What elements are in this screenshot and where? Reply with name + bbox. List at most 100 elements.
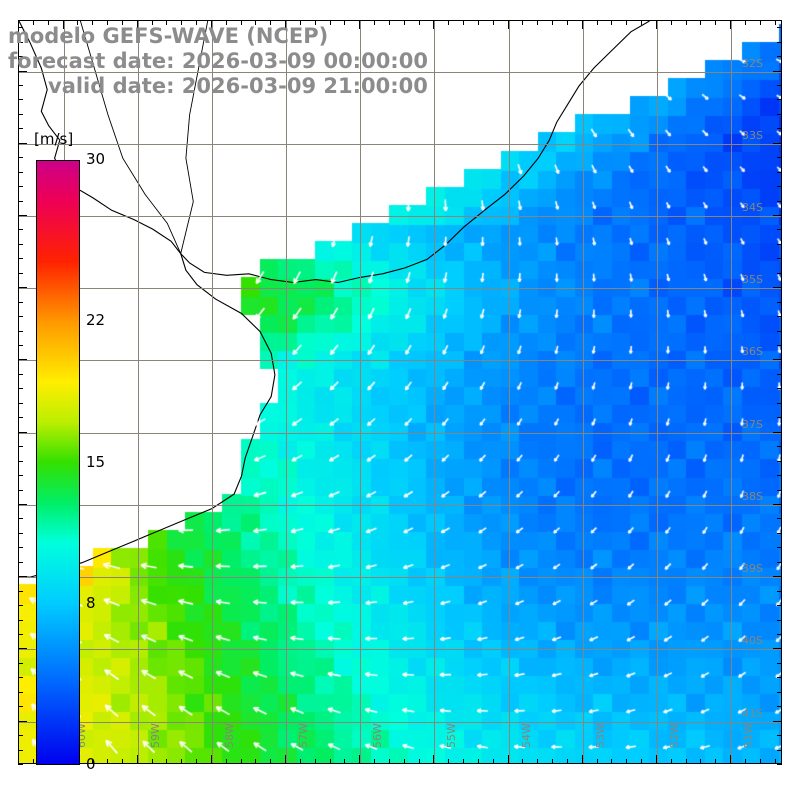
tick-mark [419,759,420,764]
tick-mark [92,759,93,764]
tick-mark [18,56,23,57]
tick-mark [777,244,782,245]
tick-mark [359,755,360,764]
gridline-lat [19,360,781,361]
tick-mark [508,755,509,764]
tick-mark [777,605,782,606]
tick-mark [18,229,23,230]
tick-mark [597,20,598,25]
tick-mark [241,759,242,764]
tick-mark [18,533,23,534]
lat-label-34S: 34S [742,201,763,215]
colorbar-tick-15: 15 [86,452,106,471]
tick-mark [777,258,782,259]
tick-mark [18,432,27,433]
tick-mark [18,461,23,462]
tick-mark [656,755,657,764]
tick-mark [137,755,138,764]
tick-mark [777,157,782,158]
tick-mark [18,273,23,274]
header-model-line: modelo GEFS-WAVE (NCEP) [8,24,329,48]
tick-mark [760,20,761,25]
tick-mark [344,20,345,25]
tick-mark [330,759,331,764]
tick-mark [18,677,23,678]
tick-mark [166,20,167,25]
tick-mark [641,20,642,25]
tick-mark [18,85,23,86]
lat-label-35S: 35S [742,273,763,287]
tick-mark [152,20,153,25]
lon-label-56W: 56W [371,723,385,748]
tick-mark [18,114,23,115]
tick-mark [18,562,23,563]
header-forecast-date-line: forecast date: 2026-03-09 00:00:00 [8,49,428,73]
tick-mark [745,759,746,764]
tick-mark [18,663,23,664]
tick-mark [671,20,672,25]
tick-mark [18,750,23,751]
tick-mark [777,735,782,736]
tick-mark [777,490,782,491]
tick-mark [18,27,23,28]
tick-mark [255,20,256,25]
tick-mark [777,201,782,202]
tick-mark [18,446,23,447]
tick-mark [152,759,153,764]
lat-label-36S: 36S [742,345,763,359]
tick-mark [374,759,375,764]
tick-mark [777,316,782,317]
tick-mark [181,759,182,764]
tick-mark [18,71,27,72]
lon-label-58W: 58W [222,723,236,748]
gridline-lat [19,433,781,434]
tick-mark [777,475,782,476]
tick-mark [522,20,523,25]
tick-mark [122,759,123,764]
gridline-lat [19,505,781,506]
tick-mark [777,273,782,274]
tick-mark [597,759,598,764]
tick-mark [777,128,782,129]
tick-mark [63,20,64,29]
tick-mark [777,417,782,418]
tick-mark [18,591,23,592]
gridline-lon [509,21,510,763]
gridline-lon [434,21,435,763]
tick-mark [656,20,657,29]
tick-mark [359,20,360,29]
colorbar-tick-22: 22 [86,311,106,330]
tick-mark [777,345,782,346]
tick-mark [582,20,583,29]
map-plot-area[interactable] [18,20,782,764]
tick-mark [777,692,782,693]
axis-ticks-top [18,20,782,29]
tick-mark [715,759,716,764]
tick-mark [77,20,78,25]
gridline-lon [212,21,213,763]
tick-mark [419,20,420,25]
tick-mark [18,417,23,418]
colorbar-units-label: [m/s] [34,130,74,148]
tick-mark [760,759,761,764]
tick-mark [777,374,782,375]
wind-vector-overlay [19,21,781,763]
tick-mark [18,759,19,764]
tick-mark [344,759,345,764]
map-header: modelo GEFS-WAVE (NCEP) forecast date: 2… [0,24,520,99]
tick-mark [773,648,782,649]
gridline-lat [19,144,781,145]
lon-label-57W: 57W [297,723,311,748]
tick-mark [389,759,390,764]
tick-mark [18,605,23,606]
tick-mark [315,759,316,764]
tick-mark [107,759,108,764]
tick-mark [773,432,782,433]
gridline-lat [19,649,781,650]
tick-mark [611,20,612,25]
tick-mark [777,547,782,548]
tick-mark [18,764,23,765]
tick-mark [18,620,23,621]
tick-mark [18,388,23,389]
tick-mark [448,20,449,25]
